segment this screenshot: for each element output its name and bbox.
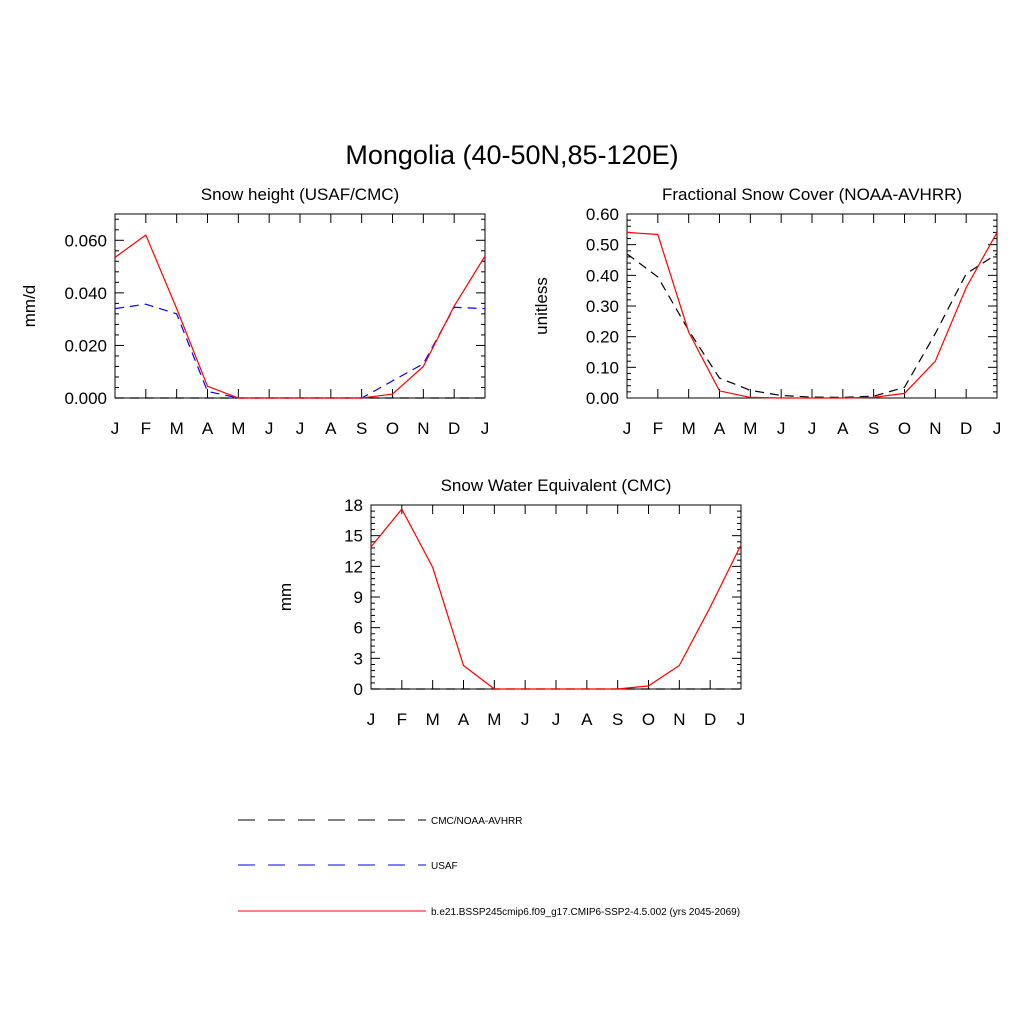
x-tick-label: A	[581, 710, 593, 729]
x-tick-label: D	[960, 419, 972, 438]
x-tick-label: A	[714, 419, 726, 438]
y-axis-label: mm/d	[20, 285, 39, 328]
x-tick-label: N	[417, 419, 429, 438]
x-tick-label: N	[673, 710, 685, 729]
y-axis-label: mm	[276, 583, 295, 611]
x-tick-label: J	[993, 419, 1002, 438]
y-tick-label: 0.40	[586, 266, 619, 285]
y-tick-label: 0.040	[64, 284, 107, 303]
legend-label: CMC/NOAA-AVHRR	[431, 816, 522, 827]
x-tick-label: J	[481, 419, 490, 438]
series-line-usaf	[114, 303, 486, 399]
chart-panel-3: Snow Water Equivalent (CMC)mmJ F M A M J J A S O N…	[276, 476, 745, 729]
panel-title: Snow Water Equivalent (CMC)	[441, 476, 672, 495]
x-tick-label: F	[141, 419, 151, 438]
x-tick-label: J	[265, 419, 274, 438]
x-tick-label: N	[929, 419, 941, 438]
series-line-model	[114, 234, 486, 399]
x-tick-label: A	[458, 710, 470, 729]
x-tick-label: M	[170, 419, 184, 438]
x-tick-label: J	[808, 419, 817, 438]
y-tick-label: 0.20	[586, 328, 619, 347]
y-tick-label: 0.00	[586, 389, 619, 408]
panel-title: Snow height (USAF/CMC)	[201, 185, 399, 204]
legend-label: b.e21.BSSP245cmip6.f09_g17.CMIP6-SSP2-4.…	[431, 907, 740, 918]
x-tick-label: J	[296, 419, 305, 438]
plot-frame	[114, 213, 486, 399]
x-tick-label: F	[397, 710, 407, 729]
y-axis-label: unitless	[532, 277, 551, 335]
panel-title: Fractional Snow Cover (NOAA-AVHRR)	[662, 185, 962, 204]
plot-frame	[626, 213, 998, 399]
y-tick-label: 3	[354, 649, 363, 668]
x-tick-label: A	[202, 419, 214, 438]
x-tick-label: D	[704, 710, 716, 729]
x-tick-label: J	[521, 710, 530, 729]
x-tick-label: J	[367, 710, 376, 729]
x-tick-label: O	[386, 419, 399, 438]
x-tick-label: J	[111, 419, 120, 438]
x-tick-label: M	[426, 710, 440, 729]
x-tick-label: J	[552, 710, 561, 729]
y-tick-label: 12	[344, 557, 363, 576]
legend-label: USAF	[431, 861, 458, 872]
y-tick-label: 0.60	[586, 205, 619, 224]
x-tick-label: S	[356, 419, 367, 438]
x-tick-label: D	[448, 419, 460, 438]
chart-panel-1: Snow height (USAF/CMC)mm/dJ F M A M J J A S O N D J0…	[20, 185, 489, 438]
x-tick-label: J	[777, 419, 786, 438]
chart-panel-2: Fractional Snow Cover (NOAA-AVHRR) unitle…	[532, 185, 1001, 438]
x-tick-label: M	[231, 419, 245, 438]
y-tick-label: 0.30	[586, 297, 619, 316]
y-tick-label: 9	[354, 588, 363, 607]
x-tick-label: M	[682, 419, 696, 438]
x-tick-label: M	[743, 419, 757, 438]
x-tick-label: A	[325, 419, 337, 438]
x-tick-label: S	[868, 419, 879, 438]
x-tick-label: A	[837, 419, 849, 438]
legend: CMC/NOAA-AVHRR USAF b.e21.BSSP245cmip6.f09…	[238, 816, 740, 918]
series-line-cmc	[626, 253, 998, 399]
x-tick-label: F	[653, 419, 663, 438]
x-tick-label: O	[898, 419, 911, 438]
y-tick-label: 0.060	[64, 231, 107, 250]
x-tick-label: M	[487, 710, 501, 729]
y-tick-label: 18	[344, 496, 363, 515]
x-tick-label: J	[737, 710, 746, 729]
x-tick-label: O	[642, 710, 655, 729]
y-tick-label: 6	[354, 619, 363, 638]
plot-frame	[370, 504, 742, 690]
plot-area: Snow height (USAF/CMC)mm/dJ F M A M J J A S O N D J0…	[20, 185, 1001, 729]
y-tick-label: 0	[354, 680, 363, 699]
figure-title: Mongolia (40-50N,85-120E)	[345, 140, 678, 170]
y-tick-label: 0.50	[586, 236, 619, 255]
y-tick-label: 0.000	[64, 389, 107, 408]
x-tick-label: S	[612, 710, 623, 729]
y-tick-label: 0.020	[64, 336, 107, 355]
x-tick-label: J	[623, 419, 632, 438]
series-line-model	[626, 231, 998, 399]
y-tick-label: 15	[344, 527, 363, 546]
series-line-model	[370, 508, 742, 690]
y-tick-label: 0.10	[586, 358, 619, 377]
